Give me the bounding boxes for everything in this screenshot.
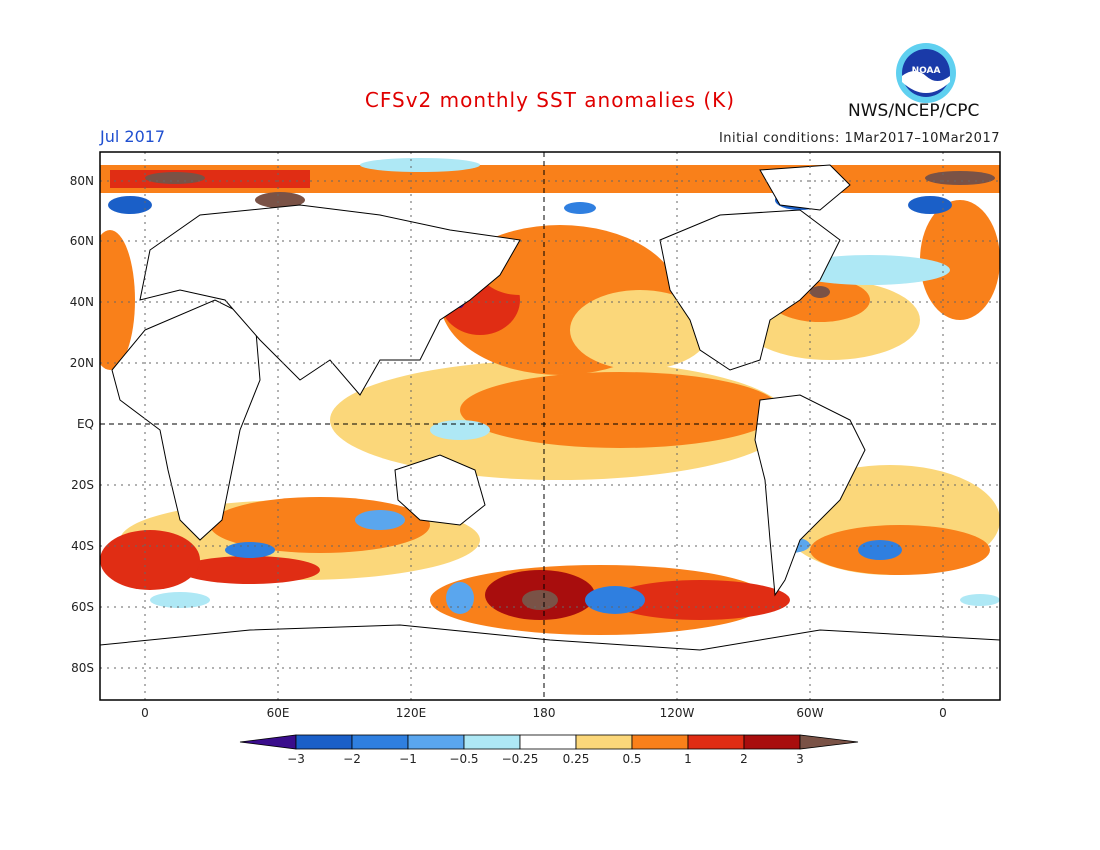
colorbar-p1-p2	[687, 734, 745, 750]
colorbar	[239, 734, 859, 750]
lat-label: EQ	[77, 417, 94, 431]
colorbar-label: −0.25	[502, 752, 539, 766]
lat-label: 20S	[71, 478, 94, 492]
colorbar-label: 3	[796, 752, 804, 766]
chart-title: CFSv2 monthly SST anomalies (K)	[364, 88, 736, 112]
lon-label: 60W	[796, 706, 823, 720]
lon-labels: 0 60E 120E 180 120W 60W 0	[141, 706, 947, 720]
agency-label: NWS/NCEP/CPC	[848, 101, 980, 121]
lat-label: 60N	[70, 234, 94, 248]
colorbar-label: −2	[343, 752, 361, 766]
colorbar-label: 2	[740, 752, 748, 766]
map-frame	[99, 151, 1001, 701]
colorbar-lt-neg3	[239, 734, 297, 750]
colorbar-neg3-neg2	[295, 734, 353, 750]
colorbar-label: −3	[287, 752, 305, 766]
continent-eurasia	[139, 204, 521, 396]
noaa-logo-icon: NOAA	[896, 43, 956, 103]
colorbar-neg05-neg025	[463, 734, 521, 750]
lon-label: 60E	[267, 706, 290, 720]
colorbar-neutral	[519, 734, 577, 750]
colorbar-labels: −3 −2 −1 −0.5 −0.25 0.25 0.5 1 2 3	[287, 752, 804, 766]
lon-label: 120W	[660, 706, 695, 720]
equator-dateline	[100, 152, 1000, 700]
colorbar-p025-p05	[575, 734, 633, 750]
colorbar-label: 1	[684, 752, 692, 766]
lat-label: 40N	[70, 295, 94, 309]
colorbar-label: −1	[399, 752, 417, 766]
continent-australia	[394, 454, 486, 526]
lat-label: 80S	[71, 661, 94, 675]
lat-label: 20N	[70, 356, 94, 370]
lon-label: 0	[141, 706, 149, 720]
land-masses	[100, 164, 1000, 700]
colorbar-p05-p1	[631, 734, 689, 750]
valid-month-label: Jul 2017	[100, 127, 166, 146]
lat-label: 80N	[70, 174, 94, 188]
initial-conditions-label: Initial conditions: 1Mar2017–10Mar2017	[718, 131, 1000, 146]
colorbar-gt-3	[799, 734, 859, 750]
map-field	[100, 152, 1000, 700]
lon-label: 120E	[396, 706, 427, 720]
continent-antarctica	[100, 624, 1000, 700]
colorbar-neg1-neg05	[407, 734, 465, 750]
lon-label: 0	[939, 706, 947, 720]
lat-label: 40S	[71, 539, 94, 553]
continent-north-america	[659, 209, 841, 371]
continent-greenland	[759, 164, 851, 211]
map-gridlines	[100, 152, 1000, 700]
colorbar-p2-p3	[743, 734, 801, 750]
colorbar-neg2-neg1	[351, 734, 409, 750]
colorbar-label: −0.5	[449, 752, 478, 766]
lon-label: 180	[533, 706, 556, 720]
colorbar-label: 0.25	[563, 752, 590, 766]
colorbar-label: 0.5	[622, 752, 641, 766]
noaa-logo-text: NOAA	[912, 66, 941, 76]
lat-labels: 80N 60N 40N 20N EQ 20S 40S 60S 80S	[70, 174, 94, 675]
lat-label: 60S	[71, 600, 94, 614]
